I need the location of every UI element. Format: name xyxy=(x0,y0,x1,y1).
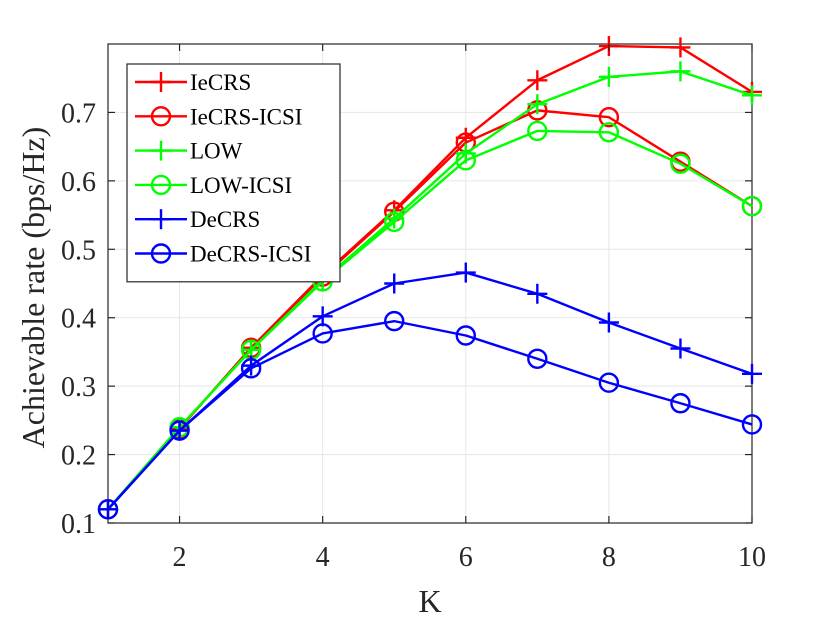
y-tick-label: 0.2 xyxy=(61,441,96,472)
legend-label: DeCRS-ICSI xyxy=(190,242,311,267)
legend-item: DeCRS-ICSI xyxy=(135,242,311,267)
data-point-circle xyxy=(598,107,620,128)
legend-label: DeCRS xyxy=(190,207,260,232)
data-point-circle xyxy=(670,153,691,174)
legend-label: IeCRS xyxy=(190,70,251,95)
data-point-circle xyxy=(670,393,691,414)
series-line xyxy=(107,129,753,511)
legend-item: LOW xyxy=(135,139,243,164)
data-point-circle xyxy=(741,414,763,435)
axis-ticks: 2 4 6 8 10 0.1 0.2 0.3 0.4 0.5 0.6 0.7 xyxy=(61,44,766,573)
x-tick-label: 8 xyxy=(602,542,616,573)
x-tick-label: 10 xyxy=(738,542,766,573)
series-decrs-icsi xyxy=(97,310,763,520)
x-tick-label: 6 xyxy=(459,542,473,573)
legend-item: LOW-ICSI xyxy=(135,173,292,198)
legend-item: DeCRS xyxy=(135,207,260,232)
data-point-circle xyxy=(741,195,763,217)
y-tick-label: 0.7 xyxy=(61,98,96,129)
legend-label: LOW xyxy=(190,139,243,164)
data-point-circle xyxy=(150,243,172,264)
legend-box xyxy=(126,63,341,283)
data-point-circle xyxy=(598,122,620,143)
x-tick-label: 2 xyxy=(173,542,187,573)
data-point-circle xyxy=(97,499,119,520)
plot-area xyxy=(107,43,753,524)
x-tick-label: 4 xyxy=(316,542,330,573)
legend: IeCRS IeCRS-ICSI LOW LOW-ICSI DeCRS DeCRS-ICS… xyxy=(126,63,341,283)
data-point-circle xyxy=(527,348,548,369)
data-point-circle xyxy=(527,120,548,142)
data-point-circle xyxy=(455,325,476,346)
y-tick-label: 0.5 xyxy=(61,235,96,266)
data-point-circle xyxy=(598,372,620,393)
data-point-circle xyxy=(150,174,172,196)
y-tick-label: 0.6 xyxy=(61,167,96,198)
data-point-circle xyxy=(384,211,405,233)
data-point-circle xyxy=(150,106,172,127)
data-point-circle xyxy=(169,420,190,441)
legend-item: IeCRS xyxy=(135,70,251,95)
data-point-circle xyxy=(312,323,333,344)
series-layer xyxy=(97,36,763,520)
data-point-circle xyxy=(455,150,476,171)
legend-label: IeCRS-ICSI xyxy=(190,104,302,129)
y-tick-label: 0.3 xyxy=(61,372,96,403)
y-tick-label: 0.4 xyxy=(61,304,96,335)
legend-item: IeCRS-ICSI xyxy=(135,104,302,129)
data-point-circle xyxy=(384,310,405,332)
y-axis-label: Achievable rate (bps/Hz) xyxy=(15,127,51,449)
series-line xyxy=(107,271,753,511)
data-point-circle xyxy=(240,358,262,379)
x-axis-label: K xyxy=(418,583,441,619)
series-line xyxy=(107,319,753,511)
y-tick-label: 0.1 xyxy=(61,509,96,540)
series-decrs xyxy=(98,262,762,520)
legend-label: LOW-ICSI xyxy=(190,173,292,198)
